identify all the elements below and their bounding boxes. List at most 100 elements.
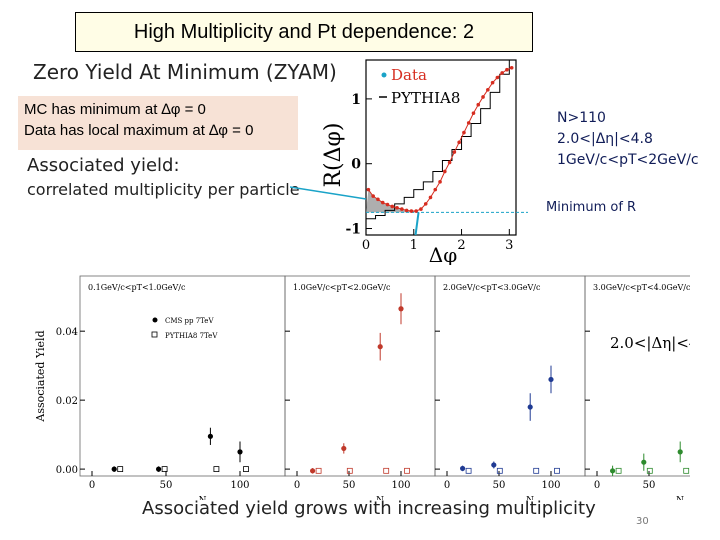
panel-eta-annotation: 2.0<|Δη|<4.8 [610, 334, 690, 352]
yield-data-point [641, 459, 647, 465]
yield-ytick-label: 0.02 [56, 396, 78, 407]
panel-xtick-label: 50 [643, 480, 656, 491]
yield-panel-3: 2.0GeV/c<pT<3.0GeV/c 0 50 100 N [434, 275, 586, 500]
cut-multiplicity: N>110 [557, 110, 606, 126]
yield-data-point [491, 462, 497, 468]
panel-frame [434, 275, 586, 477]
panel-xtick-label: 50 [493, 480, 506, 491]
panel-xlabel: N [526, 496, 534, 500]
pythia-yield-point [346, 467, 353, 474]
x-tick-label: 3 [505, 238, 513, 253]
pythia-yield-point [683, 467, 690, 474]
panel-xtick-label: 50 [160, 480, 173, 491]
panel-pt-label: 1.0GeV/c<pT<2.0GeV/c [293, 283, 391, 292]
x-tick-label: 0 [362, 238, 370, 253]
r-chart-frame [365, 59, 517, 236]
cut-pt: 1GeV/c<pT<2GeV/c [557, 152, 699, 168]
slide-title: High Multiplicity and Pt dependence: 2 [75, 12, 533, 52]
pythia-yield-point [161, 466, 168, 473]
legend-pythia-marker-box [151, 331, 158, 338]
pythia-yield-point [496, 467, 503, 474]
note-line-mc: MC has minimum at ∆φ = 0 [24, 101, 206, 118]
pythia-yield-point [383, 467, 390, 474]
note-box: MC has minimum at ∆φ = 0 Data has local … [18, 96, 298, 150]
yield-data-point [677, 449, 683, 455]
pointer-arrow [290, 186, 367, 200]
yield-data-point [527, 404, 533, 410]
legend-pythia-label: PYTHIA8 [391, 89, 460, 107]
cut-eta: 2.0<|Δη|<4.8 [557, 131, 653, 147]
r-dphi-chart: 0 1 2 3-101 R(Δφ) Δφ Data PYTHIA8 [321, 59, 528, 265]
panel-pt-label: 0.1GeV/c<pT<1.0GeV/c [88, 283, 186, 292]
pythia-yield-point [117, 466, 124, 473]
panel-xtick-label: 0 [89, 480, 95, 491]
yield-data-point [111, 466, 117, 472]
yield-data-point [398, 306, 404, 312]
panel-pt-label: 2.0GeV/c<pT<3.0GeV/c [443, 283, 541, 292]
pythia-yield-point [243, 466, 249, 473]
pythia-yield-point [404, 467, 410, 474]
y-tick-label: 0 [351, 157, 361, 173]
yield-data-point [156, 466, 162, 472]
pythia-yield-point [615, 467, 622, 474]
panel-frame [284, 275, 436, 477]
kinematic-cuts: N>110 2.0<|Δη|<4.8 1GeV/c<pT<2GeV/c [557, 108, 699, 171]
legend-cms-label: CMS pp 7TeV [165, 317, 214, 325]
panel-frame [584, 275, 690, 477]
pythia-yield-point [533, 467, 540, 474]
yield-data-point [460, 465, 466, 472]
note-line-data: Data has local maximum at ∆φ = 0 [24, 122, 254, 139]
yield-ytick-label: 0.04 [56, 327, 78, 338]
r-ylabel: R(Δφ) [321, 122, 346, 187]
panel-xtick-label: 100 [391, 480, 410, 491]
yield-data-point [310, 468, 316, 474]
legend-data-label: Data [391, 66, 427, 84]
pythia-yield-point [646, 467, 653, 474]
yield-data-point [610, 468, 616, 474]
panel-xtick-label: 100 [541, 480, 560, 491]
yield-data-point [548, 376, 554, 383]
yield-data-point [237, 449, 243, 455]
panel-xlabel: N [376, 496, 384, 500]
r-xlabel: Δφ [429, 243, 457, 265]
yield-panel-2: 1.0GeV/c<pT<2.0GeV/c 0 50 100 N [284, 275, 436, 500]
pythia-yield-point [465, 467, 472, 474]
minimum-label: Minimum of R [546, 200, 637, 215]
panel-xlabel: N [199, 496, 207, 500]
yield-data-point [377, 344, 383, 350]
pythia-yield-point [554, 467, 560, 474]
x-tick-label: 1 [410, 238, 418, 253]
page-number: 30 [636, 516, 649, 527]
panel-xtick-label: 50 [343, 480, 356, 491]
yield-panels: Associated Yield0.000.020.040.1GeV/c<pT<… [34, 275, 690, 500]
panel-xtick-label: 0 [444, 480, 450, 491]
assoc-description: correlated multiplicity per particle [27, 180, 300, 199]
panel-xtick-label: 0 [294, 480, 300, 491]
zyam-heading: Zero Yield At Minimum (ZYAM) [33, 60, 337, 84]
yield-ytick-label: 0.00 [56, 465, 78, 476]
panel-xtick-label: 100 [230, 480, 249, 491]
zyam-shaded-region [366, 189, 419, 213]
y-tick-label: -1 [345, 222, 361, 238]
data-fit-curve [367, 67, 512, 212]
assoc-heading: Associated yield: [27, 155, 180, 176]
pythia-yield-point [213, 466, 220, 473]
x-tick-label: 2 [457, 238, 465, 253]
yield-panel-4: 3.0GeV/c<pT<4.0GeV/c050100N2.0<|Δη|<4.8 [584, 275, 690, 500]
yield-data-point [207, 433, 213, 439]
legend-data-marker [381, 72, 387, 78]
bottom-caption: Associated yield grows with increasing m… [142, 498, 596, 519]
panel-xtick-label: 0 [594, 480, 600, 491]
y-tick-label: 1 [351, 92, 361, 108]
minimum-marker-line [414, 212, 420, 236]
legend-pythia-label-box: PYTHIA8 7TeV [165, 332, 218, 340]
panel-xlabel: N [676, 496, 684, 500]
pythia-step-line [366, 59, 516, 220]
panel-frame [79, 275, 286, 477]
yield-data-point [341, 445, 347, 452]
panel-pt-label: 3.0GeV/c<pT<4.0GeV/c [593, 283, 690, 292]
pythia-yield-point [315, 467, 322, 474]
yield-panel-1: 0.1GeV/c<pT<1.0GeV/c 0 50 100 N CMS pp 7TeV PY… [79, 275, 286, 500]
legend-cms-marker [152, 317, 158, 323]
yield-ylabel: Associated Yield [34, 330, 47, 422]
